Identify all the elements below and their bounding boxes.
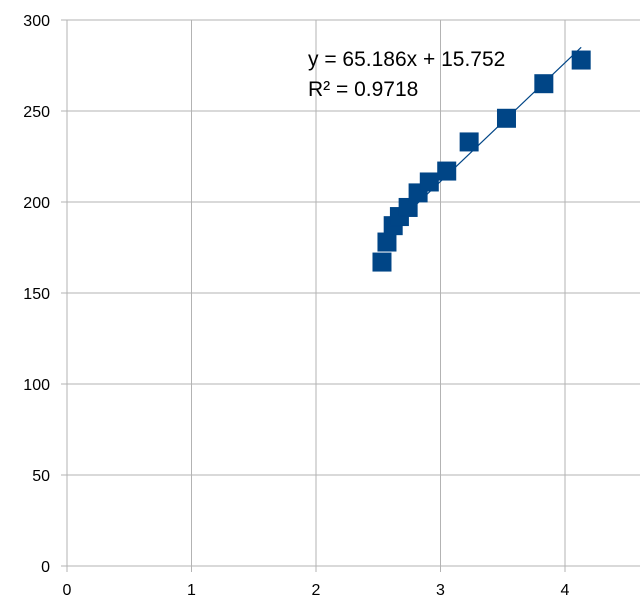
data-point-marker — [496, 108, 516, 128]
plot-area — [61, 19, 640, 572]
y-tick-label: 250 — [23, 104, 50, 121]
x-tick-label: 4 — [561, 582, 570, 599]
y-axis-tick-labels: 0 50 100 150 200 250 300 — [23, 13, 50, 576]
y-tick-label: 150 — [23, 286, 50, 303]
data-point-marker — [372, 252, 392, 272]
y-tick-label: 50 — [32, 468, 50, 485]
x-axis-tick-labels: 0 1 2 3 4 — [63, 582, 570, 599]
trendline-equation: y = 65.186x + 15.752 — [308, 48, 505, 71]
data-point-marker — [534, 74, 554, 94]
x-tick-label: 1 — [187, 582, 196, 599]
x-tick-label: 3 — [436, 582, 445, 599]
data-point-marker — [419, 172, 439, 192]
y-tick-label: 0 — [41, 559, 50, 576]
y-tick-label: 100 — [23, 377, 50, 394]
trendline-r-squared: R² = 0.9718 — [308, 78, 418, 101]
data-point-marker — [398, 197, 418, 217]
y-tick-label: 300 — [23, 13, 50, 30]
data-point-marker — [459, 132, 479, 152]
data-point-marker — [437, 161, 457, 181]
data-point-marker — [377, 232, 397, 252]
gridlines — [67, 19, 640, 566]
x-tick-label: 0 — [63, 582, 72, 599]
data-point-marker — [571, 50, 591, 70]
y-tick-label: 200 — [23, 195, 50, 212]
data-points — [372, 50, 591, 272]
x-tick-label: 2 — [312, 582, 321, 599]
